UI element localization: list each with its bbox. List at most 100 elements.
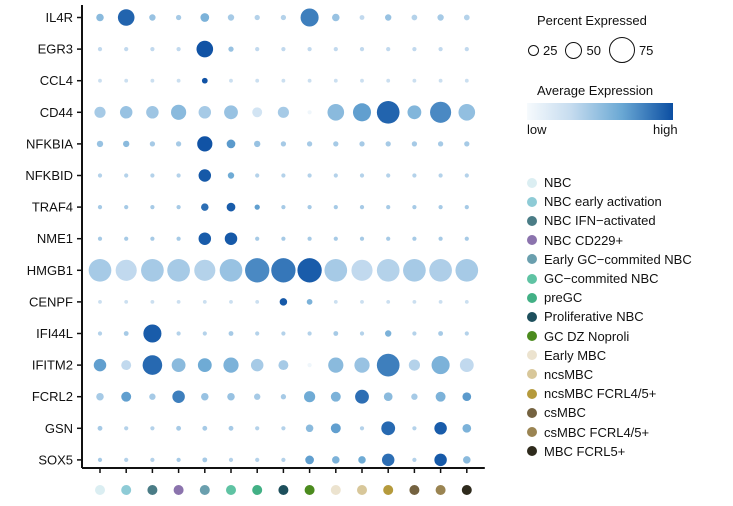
dot-mark <box>93 358 107 372</box>
dot-mark <box>359 236 365 241</box>
dot-mark <box>412 173 417 178</box>
dot-mark <box>333 204 338 210</box>
dot-mark <box>194 259 216 281</box>
dot-mark <box>324 258 348 282</box>
dot-mark <box>278 360 289 371</box>
dot-mark <box>306 141 313 147</box>
cluster-marker <box>252 485 263 495</box>
dot-mark <box>358 456 366 464</box>
cluster-legend: NBC NBC early activation NBC IFN−activated… <box>527 173 692 461</box>
dot-mark <box>307 204 312 210</box>
dot-mark <box>227 172 235 179</box>
dot-mark <box>150 204 155 210</box>
dot-mark <box>198 169 212 182</box>
dot-mark <box>143 324 162 343</box>
cluster-marker <box>226 485 236 495</box>
cluster-legend-label: Early MBC <box>544 347 607 363</box>
cluster-legend-item: MBC FCRL5+ <box>527 442 692 461</box>
dot-mark <box>386 236 391 241</box>
dot-mark <box>255 457 260 463</box>
dot-mark <box>281 457 286 463</box>
size-circle-small <box>528 44 539 56</box>
dot-mark <box>121 360 132 371</box>
dot-mark <box>463 456 471 464</box>
cluster-legend-dot <box>527 254 537 265</box>
dot-mark <box>438 236 443 241</box>
dot-mark <box>149 141 156 147</box>
dot-mark <box>412 46 417 52</box>
dot-mark <box>94 106 106 118</box>
dot-mark <box>176 78 181 83</box>
cluster-marker <box>173 485 184 495</box>
dot-mark <box>198 106 212 119</box>
dot-mark <box>176 46 181 52</box>
dot-mark <box>201 392 209 401</box>
dot-mark <box>226 202 236 212</box>
dot-mark <box>223 357 239 373</box>
dot-mark <box>167 258 190 282</box>
dot-mark <box>464 236 469 241</box>
dot-mark <box>176 236 181 241</box>
dot-mark <box>438 204 443 210</box>
dot-mark <box>279 298 288 306</box>
gene-label: EGR3 <box>38 42 73 57</box>
dot-mark <box>359 331 365 336</box>
dot-mark <box>171 104 187 120</box>
cluster-legend-dot <box>527 427 537 438</box>
gene-label: CENPF <box>29 294 73 309</box>
dot-mark <box>281 426 286 431</box>
dot-mark <box>464 331 469 336</box>
dot-mark <box>123 331 129 336</box>
dot-mark <box>333 300 338 304</box>
size-legend-item: 75 <box>608 37 653 63</box>
dot-mark <box>202 331 207 336</box>
gene-label: NFKBIA <box>26 136 73 151</box>
dot-mark <box>277 106 289 118</box>
dot-mark <box>149 393 156 400</box>
cluster-legend-item: GC−commited NBC <box>527 269 692 288</box>
dot-mark <box>202 425 208 431</box>
dot-mark <box>307 236 312 241</box>
dot-mark <box>224 105 238 120</box>
dot-mark <box>305 424 314 433</box>
dot-mark <box>255 236 260 241</box>
cluster-legend-label: csMBC FCRL4/5+ <box>544 424 650 440</box>
dot-mark <box>228 425 234 431</box>
dot-mark <box>359 204 365 210</box>
dot-mark <box>255 300 260 304</box>
cluster-marker <box>383 485 394 495</box>
dot-mark <box>435 391 446 402</box>
size-legend-item: 25 <box>528 43 557 58</box>
dot-mark <box>332 13 340 22</box>
dot-mark <box>429 258 452 282</box>
dot-mark <box>121 391 132 402</box>
color-legend-bar <box>527 103 673 120</box>
cluster-legend-item: preGC <box>527 288 692 307</box>
cluster-legend-label: csMBC <box>544 405 586 421</box>
cluster-legend-item: ncsMBC <box>527 365 692 384</box>
dot-mark <box>386 173 391 178</box>
gene-label: IFI44L <box>36 326 73 341</box>
dot-mark <box>431 356 450 375</box>
dot-mark <box>255 46 260 52</box>
dot-mark <box>281 46 286 52</box>
dot-mark <box>307 78 312 83</box>
dot-mark <box>403 258 426 282</box>
dot-mark <box>333 236 338 241</box>
dot-mark <box>464 46 469 52</box>
dot-mark <box>304 391 316 403</box>
gene-label: IL4R <box>46 10 73 25</box>
dot-mark <box>200 13 210 22</box>
gene-label: HMGB1 <box>27 263 73 278</box>
cluster-legend-dot <box>527 407 537 418</box>
cluster-legend-dot <box>527 331 537 342</box>
dot-mark <box>332 456 340 464</box>
dot-mark <box>97 236 103 241</box>
cluster-legend-dot <box>527 446 537 457</box>
dot-mark <box>198 232 212 245</box>
dot-mark <box>141 258 164 282</box>
dot-mark <box>97 46 103 52</box>
cluster-legend-dot <box>527 235 537 246</box>
dot-mark <box>459 358 474 373</box>
cluster-legend-item: GC DZ Noproli <box>527 327 692 346</box>
